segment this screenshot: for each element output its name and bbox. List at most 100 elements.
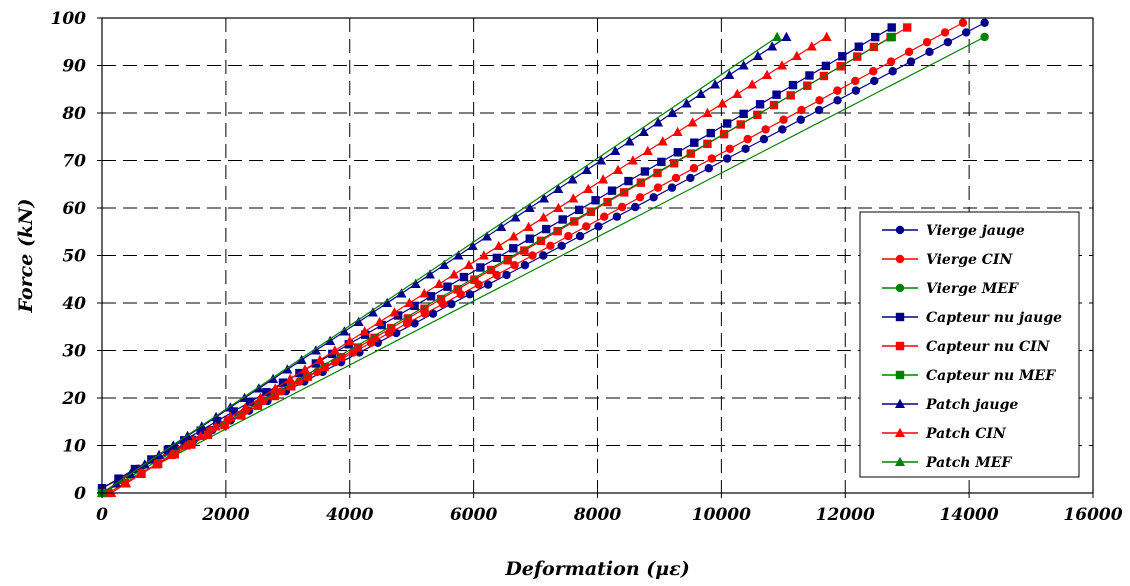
legend-label: Vierge jauge <box>926 223 1025 239</box>
data-point <box>671 173 681 183</box>
data-point <box>539 251 548 260</box>
data-point <box>583 183 594 193</box>
data-point <box>958 18 968 27</box>
data-point <box>121 478 132 488</box>
x-tick-label: 12000 <box>816 505 875 525</box>
data-point <box>268 373 279 383</box>
data-point <box>502 270 511 280</box>
x-tick-label: 4000 <box>326 505 373 525</box>
data-point <box>888 67 897 76</box>
data-point <box>722 154 732 163</box>
data-point <box>640 167 650 176</box>
data-point <box>887 23 896 32</box>
data-point <box>187 440 196 449</box>
data-point <box>788 80 798 90</box>
data-point <box>581 164 592 174</box>
data-point <box>755 100 765 109</box>
data-point <box>638 126 649 136</box>
data-point <box>396 288 407 298</box>
data-point <box>282 364 293 374</box>
data-point <box>546 241 555 251</box>
data-point <box>449 269 460 279</box>
legend-item: Vierge CIN <box>882 252 1013 268</box>
data-point <box>687 117 698 127</box>
legend: Vierge jauge Vierge CIN Vierge MEF Capteur … <box>859 211 1080 478</box>
data-point <box>503 256 512 265</box>
legend-item: Vierge MEF <box>882 281 1019 297</box>
data-point <box>886 57 896 66</box>
data-point <box>635 193 645 202</box>
x-tick-label: 14000 <box>940 505 999 525</box>
data-point <box>165 449 176 459</box>
data-point <box>854 42 863 51</box>
data-point <box>902 23 912 32</box>
data-point <box>624 176 633 186</box>
data-point <box>367 307 378 317</box>
data-point <box>523 221 534 231</box>
legend-marker <box>895 370 905 380</box>
data-point <box>612 212 622 221</box>
y-tick-label: 40 <box>62 294 86 314</box>
data-point <box>539 193 550 203</box>
data-point <box>594 222 603 231</box>
x-tick-label: 6000 <box>450 505 497 525</box>
legend-item: Patch CIN <box>882 426 1007 442</box>
data-point <box>778 125 787 134</box>
data-point <box>320 362 329 372</box>
data-point <box>600 212 609 221</box>
data-point <box>359 326 370 336</box>
data-point <box>262 388 271 397</box>
data-point <box>657 136 668 146</box>
data-point <box>620 188 629 197</box>
data-point <box>838 52 847 61</box>
data-point <box>806 41 817 51</box>
data-point <box>710 79 721 89</box>
legend-marker <box>895 254 905 264</box>
data-point <box>980 32 989 42</box>
data-point <box>453 250 464 260</box>
data-point <box>574 205 584 215</box>
data-point <box>428 309 438 318</box>
legend-label: Patch MEF <box>925 455 1012 471</box>
data-point <box>453 285 462 294</box>
data-point <box>114 474 123 483</box>
legend-marker <box>895 283 905 293</box>
series-patch-mef <box>97 31 783 497</box>
series-line <box>101 36 985 494</box>
x-tick-label: 8000 <box>573 505 621 525</box>
data-point <box>136 468 147 478</box>
data-point <box>314 354 325 364</box>
data-point <box>525 234 534 243</box>
data-point <box>382 297 393 307</box>
legend-marker <box>895 312 905 322</box>
data-point <box>492 253 502 263</box>
data-point <box>779 115 788 124</box>
data-point <box>851 76 860 86</box>
data-point <box>603 197 612 207</box>
data-point <box>325 335 336 345</box>
y-axis-title: Force (kN) <box>15 199 37 314</box>
data-point <box>690 138 699 147</box>
data-point <box>667 107 678 117</box>
data-point <box>906 57 916 66</box>
legend-item: Patch jauge <box>882 397 1018 413</box>
legend-item: Capteur nu jauge <box>882 310 1062 326</box>
data-point <box>270 391 279 401</box>
y-tick-label: 50 <box>62 247 86 267</box>
data-point <box>419 288 430 298</box>
data-point <box>851 86 861 95</box>
data-point <box>805 71 814 80</box>
data-point <box>170 450 179 459</box>
data-point <box>624 136 635 146</box>
data-point <box>310 345 321 355</box>
data-point <box>130 464 140 474</box>
data-point <box>520 260 530 270</box>
data-point <box>607 186 617 195</box>
data-point <box>940 28 950 37</box>
data-point <box>586 207 596 216</box>
data-point <box>553 202 564 212</box>
series-capteur-nu-jauge <box>97 23 896 493</box>
data-point <box>225 411 236 421</box>
data-point <box>509 244 518 253</box>
data-point <box>702 107 713 117</box>
